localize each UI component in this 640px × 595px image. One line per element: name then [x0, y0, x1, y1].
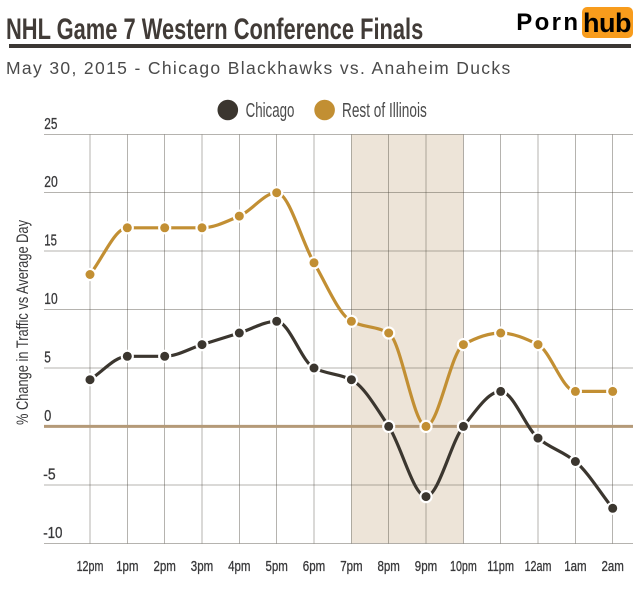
- svg-text:15: 15: [44, 233, 57, 250]
- svg-text:12am: 12am: [525, 559, 552, 575]
- svg-text:9pm: 9pm: [415, 559, 437, 575]
- svg-text:25: 25: [44, 116, 57, 133]
- svg-text:7pm: 7pm: [340, 559, 362, 575]
- svg-text:2am: 2am: [602, 559, 624, 575]
- svg-text:-10: -10: [43, 525, 62, 542]
- svg-text:5: 5: [44, 350, 51, 367]
- svg-text:Rest of Illinois: Rest of Illinois: [342, 100, 427, 122]
- svg-text:10: 10: [44, 291, 57, 308]
- svg-text:% Change in Traffic vs Average: % Change in Traffic vs Average Day: [13, 220, 32, 425]
- svg-text:0: 0: [44, 408, 51, 425]
- svg-text:3pm: 3pm: [191, 559, 213, 575]
- svg-text:2pm: 2pm: [154, 559, 176, 575]
- svg-text:8pm: 8pm: [378, 559, 400, 575]
- svg-text:12pm: 12pm: [77, 559, 104, 575]
- svg-text:11pm: 11pm: [487, 559, 514, 575]
- svg-text:20: 20: [44, 174, 58, 191]
- svg-text:4pm: 4pm: [228, 559, 250, 575]
- svg-text:1pm: 1pm: [116, 559, 138, 575]
- svg-text:-5: -5: [43, 466, 55, 483]
- svg-text:1am: 1am: [564, 559, 586, 575]
- svg-text:5pm: 5pm: [266, 559, 288, 575]
- svg-text:Chicago: Chicago: [246, 100, 295, 122]
- svg-text:10pm: 10pm: [450, 559, 477, 575]
- svg-text:6pm: 6pm: [303, 559, 325, 575]
